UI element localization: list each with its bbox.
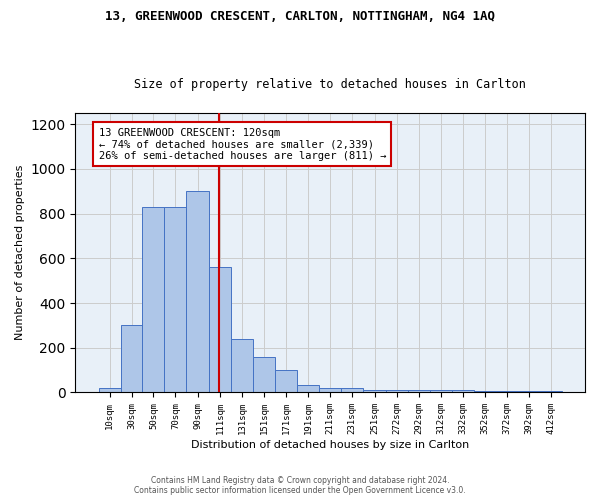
Bar: [98, 388, 121, 392]
Bar: [187, 192, 209, 392]
Bar: [297, 384, 319, 392]
Bar: [474, 390, 496, 392]
Bar: [275, 370, 297, 392]
Bar: [363, 390, 386, 392]
Bar: [386, 390, 408, 392]
Text: 13, GREENWOOD CRESCENT, CARLTON, NOTTINGHAM, NG4 1AQ: 13, GREENWOOD CRESCENT, CARLTON, NOTTING…: [105, 10, 495, 23]
Text: 13 GREENWOOD CRESCENT: 120sqm
← 74% of detached houses are smaller (2,339)
26% o: 13 GREENWOOD CRESCENT: 120sqm ← 74% of d…: [98, 128, 386, 160]
Bar: [452, 390, 474, 392]
X-axis label: Distribution of detached houses by size in Carlton: Distribution of detached houses by size …: [191, 440, 469, 450]
Text: Contains HM Land Registry data © Crown copyright and database right 2024.
Contai: Contains HM Land Registry data © Crown c…: [134, 476, 466, 495]
Bar: [121, 326, 142, 392]
Y-axis label: Number of detached properties: Number of detached properties: [15, 165, 25, 340]
Bar: [232, 339, 253, 392]
Bar: [430, 390, 452, 392]
Bar: [209, 268, 232, 392]
Bar: [319, 388, 341, 392]
Bar: [164, 207, 187, 392]
Title: Size of property relative to detached houses in Carlton: Size of property relative to detached ho…: [134, 78, 526, 91]
Bar: [341, 388, 363, 392]
Bar: [142, 207, 164, 392]
Bar: [253, 356, 275, 392]
Bar: [408, 390, 430, 392]
